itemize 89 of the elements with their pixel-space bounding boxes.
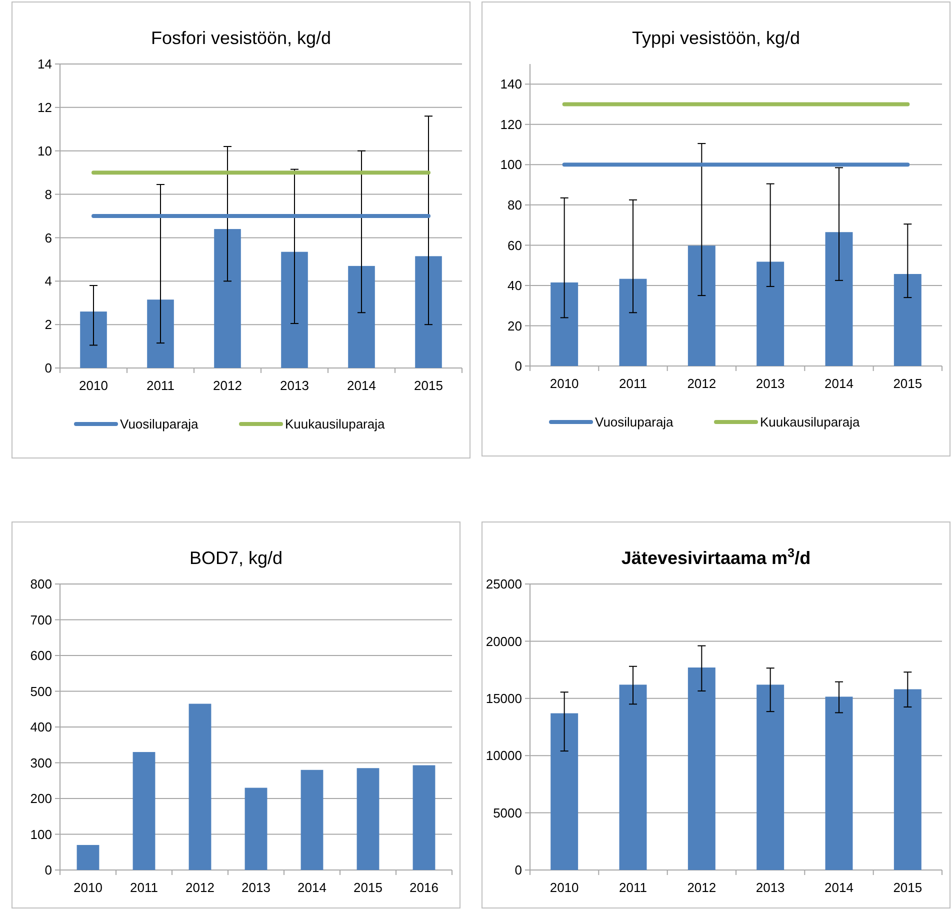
bar <box>188 704 212 870</box>
y-tick-label: 5000 <box>493 805 522 820</box>
bar <box>214 229 241 368</box>
y-tick-label: 20 <box>508 318 522 334</box>
y-tick-label: 20000 <box>486 634 522 649</box>
bar <box>825 696 853 870</box>
bar <box>550 713 578 870</box>
x-tick-label: 2011 <box>130 880 158 895</box>
y-tick-label: 2 <box>44 317 52 332</box>
x-tick-label: 2012 <box>186 880 214 895</box>
y-tick-label: 400 <box>30 720 52 735</box>
x-tick-label: 2014 <box>347 378 376 393</box>
x-tick-label: 2012 <box>687 376 716 391</box>
y-tick-label: 0 <box>514 358 522 374</box>
y-tick-label: 4 <box>44 274 52 289</box>
bar <box>348 266 375 368</box>
bar <box>300 770 324 870</box>
y-tick-label: 600 <box>30 648 52 664</box>
bar <box>756 684 784 870</box>
y-tick-label: 100 <box>500 157 522 172</box>
x-tick-label: 2014 <box>824 880 854 895</box>
bar <box>688 668 716 870</box>
y-tick-label: 80 <box>508 197 522 212</box>
bar <box>688 246 716 366</box>
bar <box>894 689 922 870</box>
x-tick-label: 2016 <box>410 880 438 895</box>
x-tick-label: 2013 <box>280 378 309 393</box>
x-tick-label: 2010 <box>550 880 579 895</box>
x-tick-label: 2014 <box>824 376 854 391</box>
bar <box>147 300 174 368</box>
y-tick-label: 120 <box>500 116 522 132</box>
y-tick-label: 0 <box>44 360 52 376</box>
bar <box>132 752 156 870</box>
bar <box>894 274 922 366</box>
x-tick-label: 2010 <box>550 376 579 391</box>
x-tick-label: 2015 <box>893 376 922 391</box>
x-tick-label: 2011 <box>619 880 647 895</box>
y-tick-label: 300 <box>30 755 52 770</box>
x-tick-label: 2015 <box>414 378 443 393</box>
bar <box>80 312 107 368</box>
bar <box>281 252 308 368</box>
legend-label: Kuukausiluparaja <box>760 414 861 430</box>
x-tick-label: 2011 <box>146 378 174 393</box>
y-tick-label: 14 <box>38 56 52 72</box>
x-tick-label: 2013 <box>756 376 785 391</box>
y-tick-label: 60 <box>508 238 522 253</box>
y-tick-label: 700 <box>30 612 52 628</box>
bar <box>415 256 442 368</box>
legend-label: Kuukausiluparaja <box>285 416 386 432</box>
y-tick-label: 8 <box>44 186 52 202</box>
bar <box>619 278 647 366</box>
x-tick-label: 2013 <box>756 880 785 895</box>
y-tick-label: 200 <box>30 791 52 806</box>
x-tick-label: 2012 <box>213 378 242 393</box>
y-tick-label: 0 <box>514 862 522 878</box>
bar <box>356 768 380 870</box>
x-tick-label: 2010 <box>74 880 102 895</box>
x-tick-label: 2013 <box>242 880 270 895</box>
x-tick-label: 2012 <box>687 880 716 895</box>
bar <box>756 262 784 366</box>
bar <box>550 282 578 366</box>
y-tick-label: 100 <box>30 826 52 842</box>
bar <box>825 232 853 366</box>
y-tick-label: 15000 <box>486 690 522 706</box>
y-tick-label: 25000 <box>486 576 522 592</box>
chart-title: Jätevesivirtaama m$^{3}$/d <box>621 546 811 568</box>
y-tick-label: 6 <box>44 230 52 246</box>
x-tick-label: 2010 <box>79 378 108 393</box>
y-tick-label: 12 <box>38 100 52 115</box>
bar <box>412 765 436 870</box>
y-tick-label: 0 <box>44 862 52 878</box>
x-tick-label: 2014 <box>298 880 326 895</box>
legend-label: Vuosiluparaja <box>120 416 200 432</box>
y-tick-label: 10 <box>38 143 52 158</box>
x-tick-label: 2011 <box>619 376 647 391</box>
y-tick-label: 500 <box>30 684 52 699</box>
chart-title: Fosfori vesistöön, kg/d <box>150 28 332 48</box>
bar <box>76 844 100 870</box>
legend-label: Vuosiluparaja <box>595 414 674 430</box>
y-tick-label: 800 <box>30 576 52 592</box>
y-tick-label: 40 <box>508 278 522 294</box>
bar <box>244 788 268 870</box>
chart-title: Typpi vesistöön, kg/d <box>632 28 800 48</box>
x-tick-label: 2015 <box>893 880 922 895</box>
x-tick-label: 2015 <box>354 880 382 895</box>
y-tick-label: 10000 <box>486 748 522 764</box>
bar <box>619 684 647 870</box>
y-tick-label: 140 <box>500 76 522 92</box>
chart-title: BOD7, kg/d <box>189 548 283 568</box>
